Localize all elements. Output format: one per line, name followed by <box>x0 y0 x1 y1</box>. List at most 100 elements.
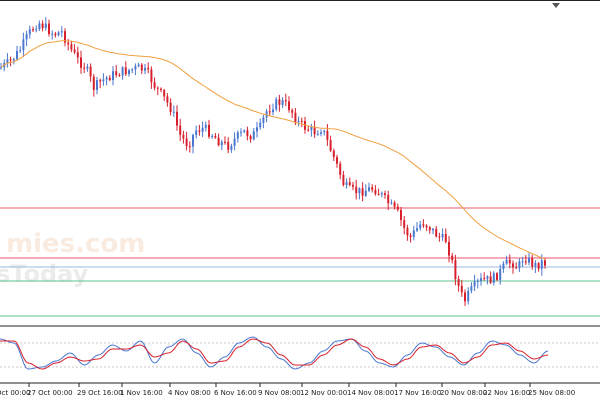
moving-average-line <box>0 40 546 260</box>
candle <box>320 129 322 137</box>
candle <box>412 225 415 241</box>
candle <box>246 126 249 141</box>
candle <box>128 68 130 77</box>
candle <box>19 46 22 53</box>
candle <box>316 130 319 136</box>
candle <box>16 45 18 61</box>
candle <box>240 128 242 137</box>
candle <box>252 128 255 141</box>
candle <box>92 74 95 97</box>
x-tick-label: 17 Nov 16:00 <box>394 389 441 397</box>
candle <box>172 105 175 117</box>
candle <box>291 108 294 118</box>
candle <box>518 258 521 272</box>
candle <box>387 190 390 210</box>
candle <box>473 274 476 291</box>
candle <box>76 46 79 64</box>
candle <box>102 73 105 86</box>
candle <box>259 118 262 130</box>
candle <box>118 73 121 77</box>
candle <box>169 98 172 116</box>
candle <box>214 133 217 139</box>
candle <box>163 88 166 101</box>
candle <box>211 134 214 139</box>
candle <box>108 75 111 82</box>
candle <box>406 224 409 241</box>
x-tick-label: 20 Nov 08:00 <box>440 389 487 397</box>
candle <box>243 129 246 134</box>
x-tick-label: 12 Nov 00:00 <box>300 389 347 397</box>
candle <box>336 154 338 168</box>
candle <box>153 77 156 91</box>
candle <box>300 117 303 127</box>
candle <box>160 87 162 93</box>
candle <box>307 126 310 132</box>
candle <box>400 207 402 226</box>
candle <box>323 129 326 136</box>
candle <box>44 17 47 31</box>
candle <box>419 220 422 231</box>
candle <box>499 264 502 285</box>
candle <box>313 120 316 138</box>
candle <box>227 137 230 154</box>
candle <box>396 203 399 212</box>
candle <box>284 93 287 107</box>
candle <box>38 20 41 31</box>
chart-shift-icon[interactable] <box>552 3 560 8</box>
candle <box>528 252 530 266</box>
candle <box>355 179 358 200</box>
candle <box>25 30 28 47</box>
candle <box>508 254 511 269</box>
candle <box>89 63 92 82</box>
candle <box>198 124 201 136</box>
candle <box>448 236 450 263</box>
candle <box>537 262 540 272</box>
candle <box>121 66 124 80</box>
candle <box>150 66 153 89</box>
candle <box>64 28 66 47</box>
candle <box>208 119 210 139</box>
candle <box>265 108 268 123</box>
x-tick-label: 14 Nov 08:00 <box>347 389 394 397</box>
candle <box>368 182 370 193</box>
candle <box>131 68 134 74</box>
candle <box>502 261 505 273</box>
candle <box>416 222 418 233</box>
stoch-k-line <box>0 336 549 370</box>
candle <box>0 62 2 70</box>
candle <box>220 139 223 151</box>
watermark-line1: mies.com <box>6 229 145 259</box>
candle <box>41 20 44 32</box>
candle <box>112 66 114 86</box>
x-tick-label: 1 Nov 16:00 <box>120 389 163 397</box>
candle <box>451 252 454 264</box>
candle <box>310 123 313 137</box>
candle <box>352 182 354 191</box>
candle <box>6 53 9 68</box>
candle <box>496 272 498 282</box>
candle <box>393 200 396 210</box>
candle <box>384 190 386 199</box>
candle <box>505 255 508 265</box>
candle <box>489 271 492 284</box>
candle <box>425 224 428 232</box>
candle <box>524 255 527 265</box>
x-tick-label: 22 Nov 16:00 <box>483 389 530 397</box>
candle <box>73 44 76 55</box>
candle <box>390 199 393 205</box>
candle <box>54 31 57 38</box>
candle <box>12 57 15 65</box>
stoch-d-line <box>0 338 549 370</box>
candle <box>476 278 479 289</box>
candle <box>278 94 281 112</box>
candle <box>134 63 137 76</box>
candle <box>297 116 300 127</box>
candle <box>438 232 441 242</box>
candle <box>51 30 54 40</box>
candle <box>342 171 345 187</box>
candle <box>57 30 60 37</box>
candle <box>467 287 470 305</box>
x-tick-label: 27 Oct 00:00 <box>27 389 73 397</box>
candle <box>460 280 463 297</box>
candle <box>166 93 169 107</box>
